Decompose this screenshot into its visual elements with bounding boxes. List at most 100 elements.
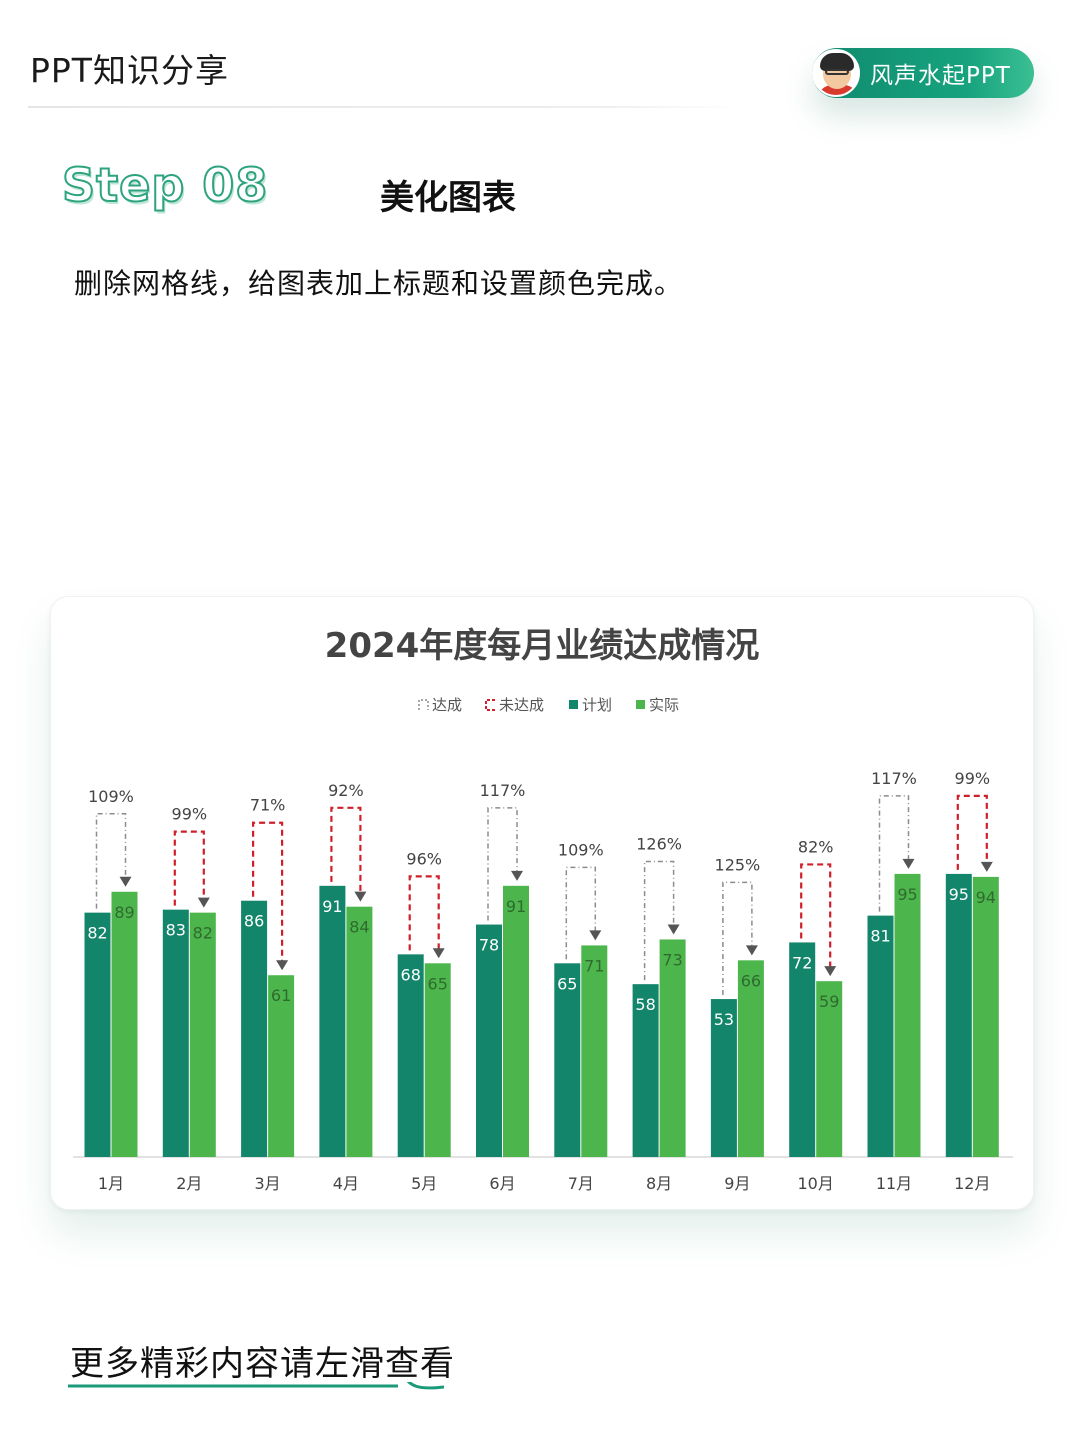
value-label-actual: 82	[193, 924, 213, 943]
step-label: Step 08	[61, 157, 269, 213]
connector-missed	[173, 830, 205, 906]
bar-actual-4	[346, 906, 373, 1157]
value-label-plan: 95	[949, 885, 969, 904]
bar-plan-4	[319, 885, 346, 1157]
value-label-actual: 89	[114, 903, 134, 922]
bar-actual-1	[111, 891, 138, 1157]
rate-label: 109%	[88, 787, 134, 806]
x-tick-label: 7月	[568, 1174, 594, 1193]
legend-label-achieved: 达成	[432, 696, 462, 714]
bar-plan-5	[397, 954, 424, 1157]
author-badge[interactable]: 风声水起PPT	[812, 48, 1034, 98]
x-tick-label: 10月	[798, 1174, 834, 1193]
value-label-plan: 58	[635, 995, 655, 1014]
bar-plan-12	[945, 873, 972, 1157]
avatar	[812, 49, 860, 97]
x-tick-label: 4月	[333, 1174, 359, 1193]
x-tick-label: 6月	[489, 1174, 515, 1193]
rate-label: 125%	[715, 855, 761, 874]
bar-actual-5	[424, 963, 451, 1157]
legend-label-plan: 计划	[582, 696, 612, 714]
connector-arrowhead	[197, 897, 210, 908]
value-label-plan: 65	[557, 974, 577, 993]
bar-actual-8	[659, 939, 686, 1157]
rate-label: 99%	[955, 769, 991, 788]
rate-label: 109%	[558, 840, 604, 859]
connector-arrowhead	[745, 945, 758, 956]
connector-arrowhead	[511, 870, 523, 881]
value-label-actual: 73	[662, 950, 682, 969]
bar-actual-10	[816, 981, 843, 1157]
rate-label: 99%	[172, 805, 208, 824]
rate-label: 126%	[636, 834, 682, 853]
value-label-actual: 65	[428, 974, 448, 993]
x-tick-label: 9月	[724, 1174, 750, 1193]
step-description: 删除网格线，给图表加上标题和设置颜色完成。	[74, 267, 684, 300]
bar-plan-8	[632, 984, 659, 1157]
connector-missed	[408, 875, 440, 952]
rate-label: 117%	[480, 781, 526, 800]
bar-actual-12	[972, 876, 999, 1157]
connector-arrowhead	[824, 966, 837, 977]
legend-swatch-plan	[569, 700, 578, 709]
x-tick-label: 8月	[646, 1174, 672, 1193]
connector-achieved	[722, 881, 753, 996]
connector-missed	[252, 821, 284, 964]
rate-label: 92%	[328, 781, 364, 800]
chart-card: 2024年度每月业绩达成情况 达成 未达成 计划 实际 82 89 109% 1月 83 82 99%…	[50, 596, 1034, 1210]
bar-actual-7	[581, 945, 608, 1157]
x-tick-label: 2月	[176, 1174, 202, 1193]
bar-actual-3	[268, 975, 295, 1157]
connector-achieved	[95, 813, 127, 909]
connector-arrowhead	[980, 861, 993, 872]
connector-arrowhead	[354, 891, 367, 902]
step-title: 美化图表	[380, 178, 516, 218]
x-tick-label: 5月	[411, 1174, 437, 1193]
header-divider	[28, 106, 740, 108]
bar-plan-10	[789, 942, 816, 1157]
bar-plan-7	[554, 963, 581, 1157]
connector-achieved	[643, 860, 675, 981]
connector-arrowhead	[667, 924, 680, 935]
value-label-plan: 72	[792, 953, 812, 972]
legend-swatch-achieved	[418, 699, 429, 710]
rate-label: 96%	[406, 849, 442, 868]
value-label-plan: 81	[870, 927, 890, 946]
bar-actual-6	[503, 885, 529, 1157]
connector-arrowhead	[119, 876, 132, 887]
legend-swatch-missed	[485, 699, 495, 711]
x-tick-label: 3月	[255, 1174, 281, 1193]
x-tick-label: 1月	[98, 1174, 124, 1193]
legend-label-actual: 实际	[649, 696, 679, 714]
legend-swatch-actual	[636, 700, 645, 709]
author-name: 风声水起PPT	[870, 63, 1011, 89]
series-title: PPT知识分享	[30, 51, 229, 90]
connector-arrowhead	[589, 930, 602, 941]
value-label-plan: 78	[479, 936, 499, 955]
bar-actual-11	[894, 873, 921, 1157]
connector-arrowhead	[276, 960, 289, 971]
connector-missed	[330, 806, 362, 895]
value-label-plan: 82	[87, 924, 107, 943]
bar-plan-1	[84, 912, 111, 1157]
value-label-plan: 53	[714, 1010, 734, 1029]
bar-plan-2	[162, 909, 189, 1157]
connector-arrowhead	[432, 948, 445, 959]
legend-label-missed: 未达成	[499, 696, 544, 714]
value-label-actual: 66	[741, 971, 761, 990]
value-label-actual: 95	[897, 885, 917, 904]
connector-achieved	[487, 807, 518, 921]
value-label-plan: 86	[244, 912, 264, 931]
rate-label: 71%	[250, 796, 286, 815]
x-tick-label: 11月	[876, 1174, 912, 1193]
connector-missed	[956, 794, 988, 870]
value-label-plan: 68	[401, 965, 421, 984]
footer-hint: 更多精彩内容请左滑查看	[70, 1344, 455, 1384]
bar-plan-3	[241, 900, 268, 1157]
bar-plan-11	[867, 915, 894, 1157]
rate-label: 117%	[871, 769, 917, 788]
footer-underline	[68, 1382, 444, 1390]
bar-actual-9	[737, 960, 764, 1157]
connector-missed	[800, 863, 832, 970]
